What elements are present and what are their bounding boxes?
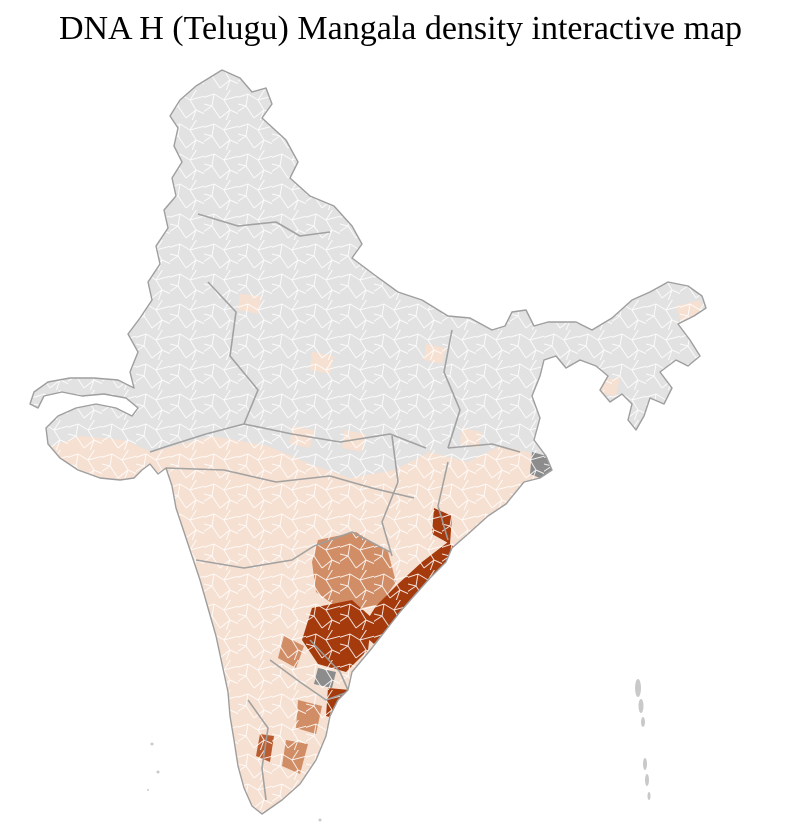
state-border-line	[205, 281, 259, 435]
andaman-nicobar-islands[interactable]	[635, 679, 651, 800]
state-border-line	[437, 461, 449, 541]
lakshadweep-islands[interactable]	[147, 742, 322, 822]
state-border-line	[443, 329, 461, 449]
state-border-line	[447, 443, 521, 453]
state-border-line	[197, 213, 331, 237]
state-border-line	[165, 467, 415, 499]
region-mumbai-high[interactable]	[166, 512, 180, 548]
state-border-line	[149, 433, 207, 453]
state-border-line	[269, 659, 349, 701]
state-border-line	[381, 435, 399, 557]
state-border-line	[195, 545, 315, 569]
state-border-line	[247, 699, 269, 801]
district-boundaries-mesh	[30, 70, 706, 814]
state-border-line	[243, 423, 427, 449]
page-title: DNA H (Telugu) Mangala density interacti…	[58, 10, 743, 47]
state-borders	[149, 213, 521, 801]
state-border-line	[309, 639, 349, 691]
state-border-line	[313, 531, 391, 553]
region-goa-medium[interactable]	[172, 584, 184, 602]
